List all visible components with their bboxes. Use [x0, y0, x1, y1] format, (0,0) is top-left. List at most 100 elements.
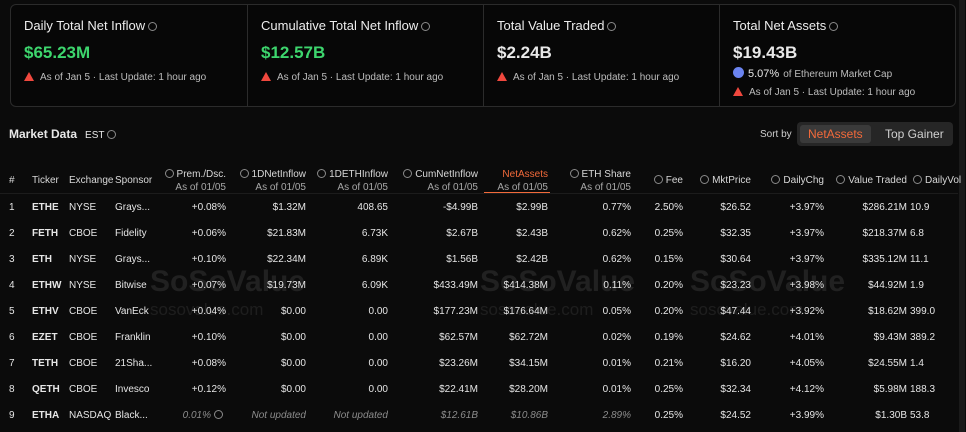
cell-text: EZET: [32, 332, 58, 343]
table-cell: $176.64M: [484, 299, 548, 325]
table-cell: 0.77%: [553, 195, 631, 221]
table-cell: +0.12%: [160, 377, 226, 403]
cell-text: +4.12%: [789, 384, 824, 395]
table-cell: $1.30B: [833, 403, 907, 429]
cell-text: $2.42B: [516, 254, 548, 265]
cell-text: +3.97%: [789, 254, 824, 265]
table-cell: $2.42B: [484, 247, 548, 273]
sort-option[interactable]: Top Gainer: [885, 127, 944, 141]
table-cell: $22.41M: [392, 377, 478, 403]
table-cell: +0.06%: [160, 221, 226, 247]
table-cell: 0.15%: [637, 247, 683, 273]
cell-text: 389.2: [910, 332, 936, 343]
watermark-url: sosovalue.com: [690, 300, 804, 319]
cell-text: $32.34: [720, 384, 751, 395]
cell-text: +3.99%: [789, 410, 824, 421]
cell-text: $23.23: [720, 280, 751, 291]
column-header: ETH Share As of 01/05: [553, 164, 631, 193]
table-cell: $9.43M: [833, 325, 907, 351]
header-icon: [771, 175, 781, 184]
table-cell: +3.98%: [757, 273, 824, 299]
table-cell: CBOE: [69, 299, 114, 325]
cell-text: CBOE: [69, 332, 98, 343]
table-cell: $0.00: [232, 351, 306, 377]
table-cell: 10.9: [910, 195, 966, 221]
table-cell: 6.8: [910, 221, 966, 247]
warning-icon: [261, 72, 271, 81]
cell-text: $18.62M: [868, 306, 907, 317]
table-cell: 0.05%: [553, 299, 631, 325]
cell-text: 0.00: [368, 306, 388, 317]
table-cell: $24.62: [690, 325, 751, 351]
table-cell: 389.2: [910, 325, 966, 351]
cell-text: $0.00: [280, 358, 306, 369]
table-cell: CBOE: [69, 221, 114, 247]
cell-text: $24.62: [720, 332, 751, 343]
table-cell: 188.3: [910, 377, 966, 403]
table-cell: 0.00: [312, 299, 388, 325]
table-cell: 0.21%: [637, 351, 683, 377]
cell-text: +0.10%: [191, 254, 226, 265]
watermark: SoSoValue: [690, 265, 846, 298]
table-cell: 0.25%: [637, 377, 683, 403]
table-cell: $1.32M: [232, 195, 306, 221]
table-cell: Not updated: [312, 403, 389, 429]
table-cell: 2.89%: [553, 403, 631, 429]
table-cell: $47.44: [690, 299, 751, 325]
card-note: As of Jan 5 · Last Update: 1 hour ago: [497, 72, 679, 83]
header-icon: [653, 175, 663, 184]
cell-text: 6.09K: [361, 280, 388, 291]
table-cell: $62.57M: [392, 325, 478, 351]
cell-text: +4.01%: [789, 332, 824, 343]
cell-text: 0.11%: [603, 280, 631, 291]
table-cell: ETH: [32, 247, 70, 273]
cell-text: 10.9: [910, 202, 930, 213]
column-subheader: As of 01/05: [175, 182, 226, 193]
cell-text: NYSE: [69, 280, 97, 291]
column-header-text: Prem./Dsc.: [176, 169, 226, 180]
watermark-url: sosovalue.com: [480, 300, 594, 319]
cell-text: +3.92%: [789, 306, 824, 317]
column-header: Value Traded: [833, 170, 907, 188]
table-cell: $24.55M: [833, 351, 907, 377]
cell-text: $5.98M: [873, 384, 907, 395]
column-header-text: 1DETHInflow: [329, 169, 388, 180]
table-cell: +4.01%: [757, 325, 824, 351]
card-title-text: Daily Total Net Inflow: [24, 18, 146, 33]
watermark-url: sosovalue.com: [150, 300, 264, 319]
column-subheader: As of 01/05: [427, 182, 478, 193]
card-title-text: Total Value Traded: [497, 18, 605, 33]
table-cell: ETHA: [32, 403, 70, 429]
cell-text: -$4.99B: [442, 202, 478, 213]
column-header-text: MktPrice: [712, 175, 751, 186]
card-title-text: Cumulative Total Net Inflow: [261, 18, 419, 33]
card-value: $12.57B: [261, 43, 326, 62]
cell-text: 0.21%: [654, 358, 683, 369]
cell-text: 21Sha...: [115, 358, 153, 369]
watermark: SoSoValue: [150, 265, 306, 298]
cell-text: Fidelity: [115, 228, 147, 239]
cell-text: $32.35: [720, 228, 751, 239]
market-cap-share: 5.07%: [748, 68, 780, 80]
cell-text: Invesco: [115, 384, 150, 395]
cell-text: $44.92M: [868, 280, 907, 291]
column-header: NetAssets As of 01/05: [484, 164, 548, 193]
column-subheader: As of 01/05: [255, 182, 306, 193]
column-header-text: ETH Share: [581, 169, 631, 180]
table-cell: 6.89K: [312, 247, 388, 273]
sort-option[interactable]: NetAssets: [800, 125, 871, 143]
cell-text: 6: [9, 332, 15, 343]
card-note: As of Jan 5 · Last Update: 1 hour ago: [733, 87, 915, 98]
cell-text: +0.10%: [191, 332, 226, 343]
cell-text: $2.99B: [516, 202, 548, 213]
cell-text: 2.89%: [602, 410, 631, 421]
cell-text: $177.23M: [433, 306, 478, 317]
cell-text: Grays...: [115, 202, 151, 213]
cell-text: $26.52: [720, 202, 751, 213]
table-cell: $12.61B: [392, 403, 478, 429]
table-cell: $0.00: [232, 325, 306, 351]
table-cell: 0.19%: [637, 325, 683, 351]
cell-text: Not updated: [251, 410, 307, 421]
cell-text: $0.00: [280, 332, 306, 343]
cell-text: 1: [9, 202, 15, 213]
